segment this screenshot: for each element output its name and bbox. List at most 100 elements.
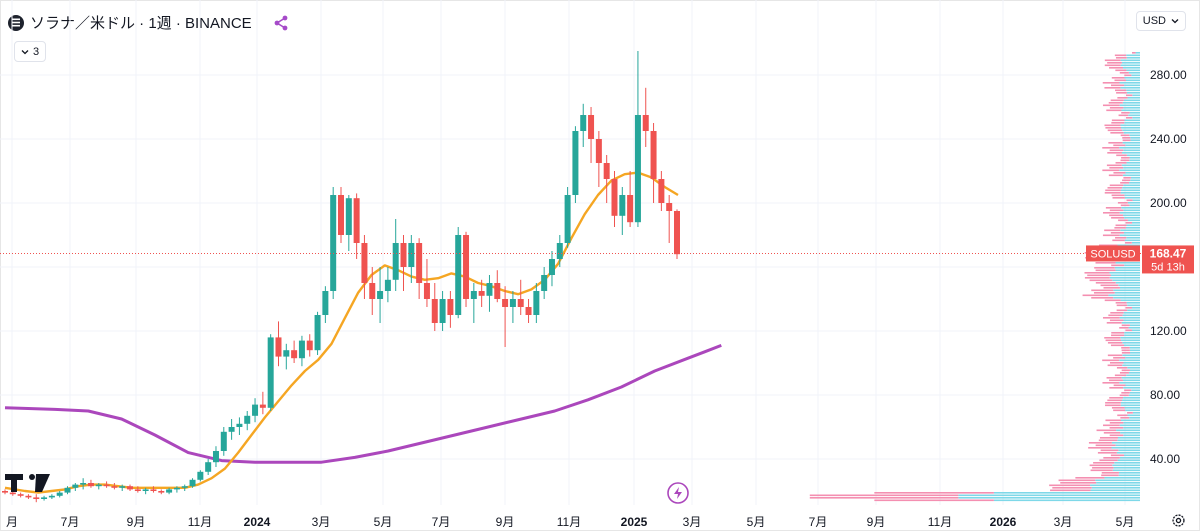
indicator-collapse-button[interactable]: 3 (14, 41, 46, 62)
tradingview-logo-icon[interactable] (5, 474, 50, 492)
candle-body (666, 203, 673, 211)
x-tick-label: 11月 (928, 515, 952, 529)
profile-bar-up (1113, 467, 1140, 469)
candle-body (486, 283, 493, 296)
profile-bar-down (1121, 352, 1131, 354)
profile-bar-up (1128, 372, 1140, 374)
profile-bar-down (1049, 484, 1091, 487)
profile-bar-up (1119, 212, 1140, 214)
profile-bar-up (1121, 164, 1140, 167)
profile-bar-up (1119, 424, 1140, 427)
profile-bar-down (1104, 59, 1121, 62)
profile-bar-up (1124, 407, 1140, 409)
candle-body (384, 279, 391, 291)
profile-bar-up (1112, 469, 1140, 472)
candle-body (338, 195, 344, 235)
profile-bar-up (1122, 379, 1140, 382)
profile-bar-down (874, 499, 994, 502)
profile-bar-down (1092, 467, 1114, 469)
candle-body (572, 131, 579, 195)
profile-bar-down (1107, 129, 1123, 132)
profile-bar-down (1126, 199, 1133, 202)
profile-bar-up (1119, 104, 1140, 107)
profile-bar-up (1130, 139, 1140, 142)
candles[interactable] (2, 51, 680, 503)
x-tick-label: 11月 (188, 515, 212, 529)
candle-body (517, 299, 524, 307)
candle-body (634, 115, 641, 223)
profile-bar-down (1109, 319, 1124, 322)
profile-bar-down (1075, 477, 1105, 479)
profile-bar-up (1117, 439, 1140, 442)
profile-bar-up (1127, 309, 1140, 312)
profile-bar-up (1122, 399, 1140, 402)
gear-icon[interactable] (1171, 513, 1186, 528)
candle-body (197, 471, 204, 480)
candle-body (2, 491, 8, 493)
profile-bar-up (1123, 397, 1140, 399)
profile-bar-up (1120, 299, 1140, 302)
candle-body (283, 350, 290, 357)
profile-bar-up (1125, 227, 1140, 229)
lightning-icon[interactable] (667, 482, 689, 504)
profile-bar-down (1102, 104, 1120, 107)
profile-bar-down (1109, 434, 1124, 437)
x-tick-label: 7月 (432, 515, 451, 529)
share-icon[interactable] (272, 14, 290, 32)
profile-bar-down (1119, 72, 1129, 74)
profile-bar-up (1124, 119, 1140, 122)
profile-bar-up (1124, 344, 1140, 347)
profile-bar-down (1106, 164, 1122, 167)
profile-bar-up (1111, 447, 1140, 449)
profile-bar-down (1113, 357, 1126, 359)
candle-body (158, 491, 165, 493)
candle-body (48, 495, 55, 498)
profile-bar-up (1127, 304, 1140, 307)
profile-bar-up (1095, 479, 1140, 482)
candle-body (220, 431, 227, 451)
profile-bar-up (1123, 454, 1140, 457)
profile-bar-down (1111, 407, 1125, 409)
profile-bar-down (1103, 432, 1121, 434)
profile-bar-down (1104, 337, 1121, 339)
candle-body (642, 115, 649, 131)
profile-bar-up (1121, 152, 1140, 154)
profile-bar-up (1117, 459, 1140, 462)
profile-bar-down (1093, 462, 1115, 464)
profile-bar-down (1120, 159, 1130, 162)
profile-bar-down (1113, 409, 1126, 412)
profile-bar-down (1106, 109, 1122, 112)
profile-bar-down (1102, 82, 1120, 84)
profile-bar-up (1108, 294, 1140, 297)
candle-body (627, 195, 634, 223)
profile-bar-up (1091, 487, 1140, 489)
candle-body (470, 291, 477, 299)
profile-bar-up (1123, 434, 1140, 437)
candle-body (330, 195, 337, 291)
symbol-title: ソラナ／米ドル · 1週 · BINANCE (30, 15, 252, 32)
profile-bar-down (1108, 314, 1123, 317)
profile-bar-up (1116, 452, 1140, 454)
profile-bar-down (1098, 439, 1118, 442)
candle-body (588, 115, 595, 139)
profile-bar-down (1103, 287, 1120, 289)
profile-bar-down (1125, 222, 1133, 224)
profile-bar-down (1091, 297, 1114, 299)
profile-bar-up (1119, 317, 1140, 319)
profile-bar-up (1123, 232, 1140, 234)
profile-bar-down (1107, 399, 1123, 402)
candle-body (377, 291, 384, 299)
x-tick-label: 3月 (683, 515, 702, 529)
profile-bar-up (1125, 409, 1140, 412)
profile-bar-up (1117, 437, 1140, 439)
y-tick-label: 240.00 (1150, 132, 1187, 146)
profile-bar-down (1102, 169, 1120, 172)
currency-selector[interactable]: USD (1135, 11, 1186, 31)
profile-bar-down (1113, 384, 1126, 387)
profile-bar-down (1111, 77, 1125, 79)
profile-bar-down (1111, 84, 1125, 87)
profile-bar-up (1129, 369, 1140, 372)
candle-body (447, 299, 454, 315)
profile-bar-up (1129, 347, 1140, 349)
